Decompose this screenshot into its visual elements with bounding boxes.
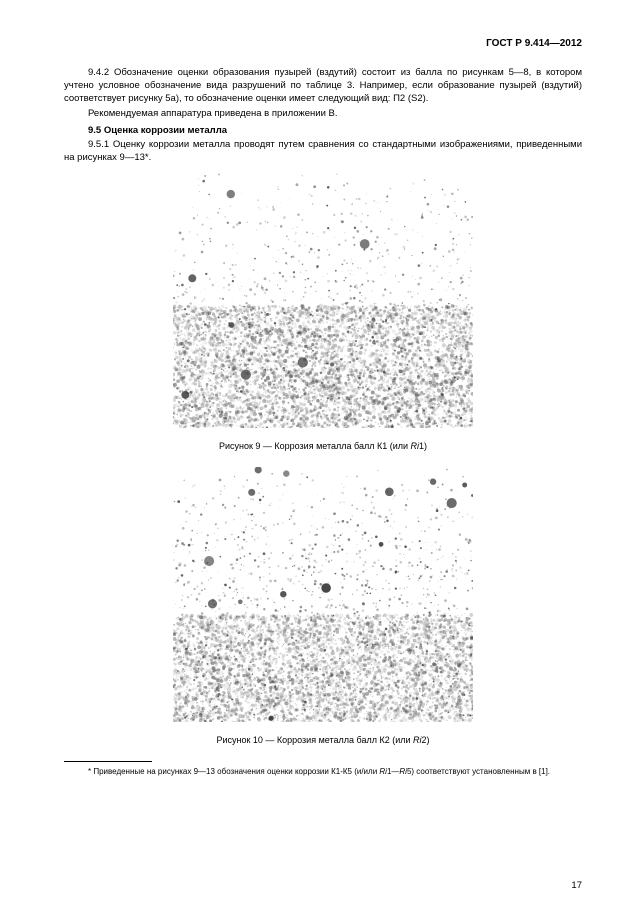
- fn-post: 5) соответствуют установленным в [1].: [407, 767, 550, 776]
- para-9-4-2: 9.4.2 Обозначение оценки образования пуз…: [64, 67, 582, 105]
- fn-mid1: 1—: [387, 767, 399, 776]
- fn-pre: * Приведенные на рисунках 9—13 обозначен…: [88, 767, 379, 776]
- footnote-rule: [64, 761, 152, 762]
- standard-code: ГОСТ Р 9.414—2012: [64, 38, 582, 49]
- section-9-5-title: 9.5 Оценка коррозии металла: [64, 125, 582, 136]
- fn-i1: Ri: [379, 767, 387, 776]
- fig9-cap-post: 1): [419, 441, 427, 451]
- fig10-cap-ital: Ri: [413, 735, 422, 745]
- fn-i2: Ri: [399, 767, 407, 776]
- fig10-cap-pre: Рисунок 10 — Коррозия металла балл К2 (и…: [216, 735, 413, 745]
- fig9-cap-pre: Рисунок 9 — Коррозия металла балл К1 (ил…: [219, 441, 411, 451]
- footnote: * Приведенные на рисунках 9—13 обозначен…: [64, 767, 582, 778]
- figure-9: [64, 173, 582, 433]
- figure-10-caption: Рисунок 10 — Коррозия металла балл К2 (и…: [64, 735, 582, 745]
- figure-10-image: [173, 467, 473, 722]
- para-apparatus: Рекомендуемая аппаратура приведена в при…: [64, 108, 582, 121]
- page-number: 17: [571, 880, 582, 891]
- figure-9-image: [173, 173, 473, 428]
- fig10-cap-post: 2): [422, 735, 430, 745]
- para-9-5-1: 9.5.1 Оценку коррозии металла проводят п…: [64, 139, 582, 165]
- figure-10: [64, 467, 582, 727]
- figure-9-caption: Рисунок 9 — Коррозия металла балл К1 (ил…: [64, 441, 582, 451]
- fig9-cap-ital: Ri: [411, 441, 420, 451]
